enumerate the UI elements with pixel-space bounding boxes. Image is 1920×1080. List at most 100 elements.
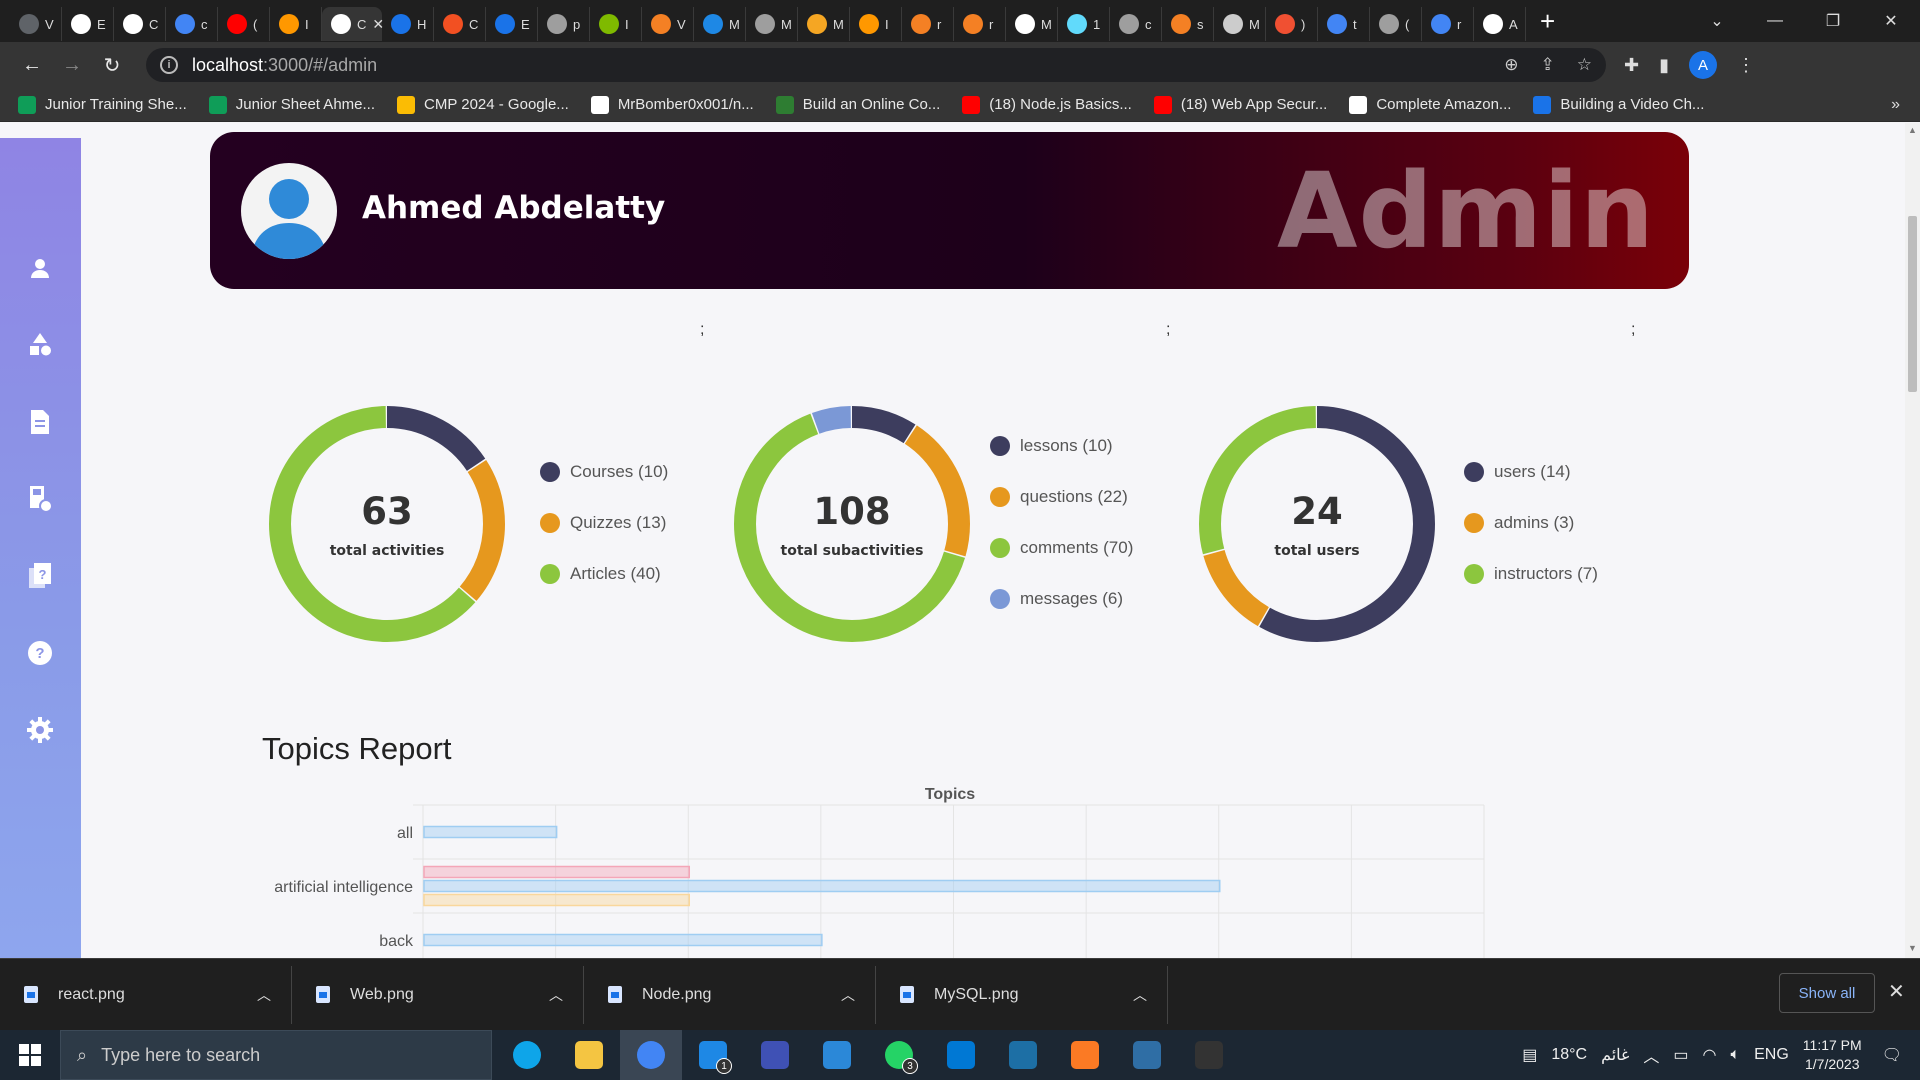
scroll-up-icon[interactable]: ▲ (1908, 125, 1917, 135)
browser-tab[interactable]: M (694, 7, 746, 41)
legend-item[interactable]: instructors (7) (1464, 548, 1598, 599)
site-info-icon[interactable]: i (160, 56, 178, 74)
legend-item[interactable]: users (14) (1464, 446, 1598, 497)
new-tab-button[interactable]: + (1540, 6, 1556, 36)
share-icon[interactable]: ⇪ (1540, 55, 1555, 74)
topic-bar[interactable] (423, 893, 690, 907)
restore-icon[interactable]: ❐ (1825, 13, 1841, 30)
legend-item[interactable]: Quizzes (13) (540, 497, 668, 548)
browser-tab[interactable]: C (114, 7, 166, 41)
bookmark-item[interactable]: MrBomber0x001/n... (590, 95, 754, 114)
download-item[interactable]: Web.png ︿ (292, 965, 584, 1024)
browser-tab[interactable]: c (1110, 7, 1162, 41)
edge-app[interactable] (496, 1030, 558, 1080)
page-scrollbar[interactable]: ▲ ▼ (1905, 123, 1920, 958)
language-indicator[interactable]: ENG (1754, 1046, 1789, 1063)
chrome-app[interactable] (620, 1030, 682, 1080)
mysql-workbench-app[interactable] (992, 1030, 1054, 1080)
reload-icon[interactable]: ↻ (103, 54, 121, 77)
browser-tab[interactable]: r (902, 7, 954, 41)
battery-icon[interactable]: ▭ (1673, 1047, 1689, 1064)
legend-item[interactable]: admins (3) (1464, 497, 1598, 548)
bookmark-item[interactable]: Junior Sheet Ahme... (208, 95, 375, 114)
bookmark-item[interactable]: Complete Amazon... (1349, 95, 1511, 114)
bookmark-item[interactable]: CMP 2024 - Google... (397, 95, 569, 114)
close-downloads-icon[interactable]: ✕ (1888, 981, 1905, 1003)
app-m[interactable] (744, 1030, 806, 1080)
back-icon[interactable]: ← (22, 53, 42, 76)
browser-tab[interactable]: M (1006, 7, 1058, 41)
browser-tab[interactable]: ( (218, 7, 270, 41)
vscode-app[interactable] (930, 1030, 992, 1080)
legend-item[interactable]: comments (70) (990, 522, 1133, 573)
browser-tab[interactable]: M (746, 7, 798, 41)
xampp-app[interactable] (1054, 1030, 1116, 1080)
browser-tab[interactable]: C (434, 7, 486, 41)
quiz-icon[interactable]: ? (25, 561, 55, 591)
windows-start-button[interactable] (0, 1030, 60, 1080)
users-icon[interactable] (25, 253, 55, 283)
extensions-icon[interactable]: ✚ (1624, 54, 1640, 75)
minimize-icon[interactable]: — (1767, 12, 1783, 29)
side-panel-icon[interactable]: ▮ (1659, 54, 1669, 75)
clock[interactable]: 11:17 PM 1/7/2023 (1803, 1036, 1862, 1074)
download-item[interactable]: react.png ︿ (0, 965, 292, 1024)
legend-item[interactable]: Articles (40) (540, 548, 668, 599)
workbench-app[interactable] (1116, 1030, 1178, 1080)
weather-label[interactable]: غائم (1601, 1047, 1630, 1064)
browser-tab[interactable]: ( (1370, 7, 1422, 41)
course-icon[interactable] (25, 484, 55, 514)
bookmark-star-icon[interactable]: ☆ (1576, 55, 1592, 74)
weather-temp[interactable]: 18°C (1551, 1046, 1588, 1063)
scroll-down-icon[interactable]: ▼ (1908, 943, 1917, 953)
explorer-app[interactable] (558, 1030, 620, 1080)
browser-tab[interactable]: I (270, 7, 322, 41)
browser-tab[interactable]: r (1422, 7, 1474, 41)
chevron-up-icon[interactable]: ︿ (841, 986, 855, 1003)
volume-icon[interactable]: 🔈︎ (1730, 1046, 1741, 1063)
topic-bar[interactable] (423, 865, 690, 879)
browser-tab[interactable]: p (538, 7, 590, 41)
chevron-up-icon[interactable]: ︿ (1643, 1049, 1660, 1066)
taskbar-search-input[interactable]: ⌕ Type here to search (60, 1030, 492, 1080)
browser-tab[interactable]: c (166, 7, 218, 41)
browser-tab[interactable]: V (642, 7, 694, 41)
bookmark-item[interactable]: Build an Online Co... (775, 95, 940, 114)
browser-tab[interactable]: t (1318, 7, 1370, 41)
donut-segment[interactable] (269, 406, 505, 642)
download-item[interactable]: MySQL.png ︿ (876, 965, 1168, 1024)
donut-segment[interactable] (734, 406, 970, 642)
legend-item[interactable]: messages (6) (990, 573, 1133, 624)
topic-bar[interactable] (423, 825, 558, 839)
legend-item[interactable]: lessons (10) (990, 420, 1133, 471)
menu-icon[interactable]: ⋮ (1737, 54, 1755, 75)
address-bar[interactable]: i localhost:3000/#/admin ⊕ ⇪ ☆ (146, 48, 1606, 82)
settings-icon[interactable] (25, 715, 55, 745)
shapes-icon[interactable] (25, 330, 55, 360)
zoom-icon[interactable]: ⊕ (1504, 55, 1519, 74)
bookmark-item[interactable]: (18) Web App Secur... (1153, 95, 1327, 114)
chevron-up-icon[interactable]: ︿ (549, 986, 563, 1003)
donut-segment[interactable] (734, 406, 970, 642)
chevron-up-icon[interactable]: ︿ (1133, 986, 1147, 1003)
more-bookmarks-icon[interactable]: » (1891, 95, 1900, 113)
browser-tab[interactable]: H (382, 7, 434, 41)
browser-tab[interactable]: A (1474, 7, 1526, 41)
todo-app[interactable] (806, 1030, 868, 1080)
mail-app[interactable]: 1 (682, 1030, 744, 1080)
browser-tab[interactable]: I (850, 7, 902, 41)
browser-tab[interactable]: I (590, 7, 642, 41)
help-icon[interactable]: ? (25, 638, 55, 668)
article-icon[interactable] (25, 407, 55, 437)
whatsapp-app[interactable]: 3 (868, 1030, 930, 1080)
close-tab-icon[interactable]: ✕ (372, 15, 385, 32)
bookmark-item[interactable]: Building a Video Ch... (1533, 95, 1704, 114)
terminal-app[interactable] (1178, 1030, 1240, 1080)
browser-tab[interactable]: 1 (1058, 7, 1110, 41)
forward-icon[interactable]: → (62, 53, 82, 76)
donut-segment[interactable] (1199, 406, 1435, 642)
bookmark-item[interactable]: (18) Node.js Basics... (962, 95, 1132, 114)
donut-segment[interactable] (269, 406, 505, 642)
donut-segment[interactable] (1199, 406, 1435, 642)
browser-tab[interactable]: M (798, 7, 850, 41)
